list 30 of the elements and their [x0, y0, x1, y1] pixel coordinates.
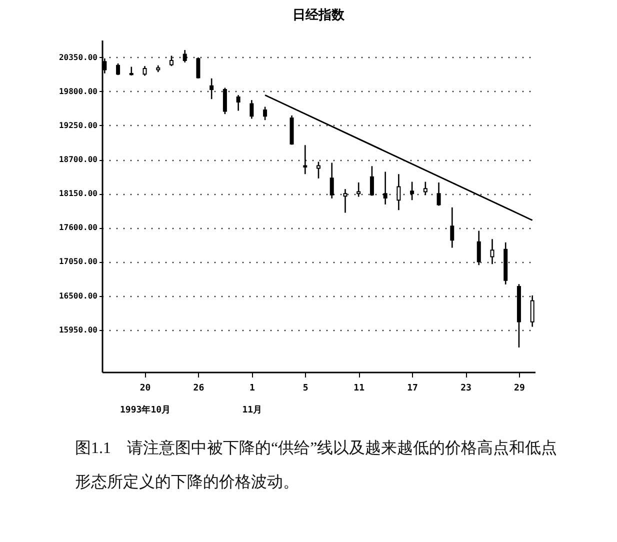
candlestick — [316, 161, 320, 180]
caption: 图1.1 请注意图中被下降的“供给”线以及越来越低的价格高点和低点形态所定义的下降的价格波动。 — [75, 438, 558, 493]
x-tick-label: 5 — [302, 384, 308, 394]
candlestick — [116, 62, 120, 76]
candlestick — [436, 182, 441, 206]
y-tick-label: 19800.00 — [58, 86, 98, 96]
y-tick-label: 18700.00 — [58, 155, 98, 164]
y-tick-label: 20350.00 — [58, 52, 98, 62]
candlestick — [210, 78, 214, 100]
candlestick — [263, 106, 268, 121]
candlestick — [250, 99, 254, 120]
x-tick-label: 29 — [514, 384, 525, 394]
y-tick-label: 17050.00 — [58, 257, 98, 266]
chart-title: 日经指数 — [292, 8, 346, 23]
candlestick — [396, 173, 401, 211]
x-tick-label: 17 — [407, 384, 418, 394]
candlestick — [450, 206, 454, 248]
candlestick — [236, 94, 240, 112]
category-label: 20 1993年10月 — [120, 384, 171, 416]
category-label: 1 11月 — [242, 384, 262, 416]
candlestick — [142, 65, 147, 76]
y-tick-label: 17600.00 — [58, 223, 98, 232]
y-tick-label: 15950.00 — [58, 325, 98, 334]
x-tick-label: 23 — [460, 384, 472, 394]
y-tick-label: 16500.00 — [58, 291, 98, 300]
candlestick — [356, 182, 361, 198]
x-tick-label: 11 — [354, 384, 365, 394]
x-tick-label: 26 — [193, 384, 204, 394]
y-tick-label: 18150.00 — [58, 189, 98, 198]
y-tick-label: 19250.00 — [58, 120, 98, 130]
